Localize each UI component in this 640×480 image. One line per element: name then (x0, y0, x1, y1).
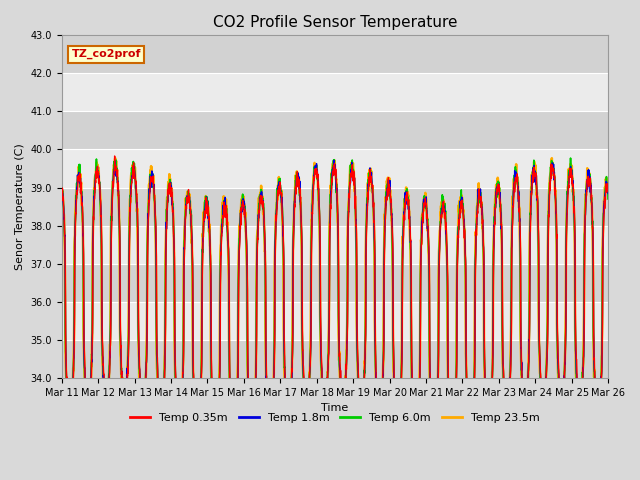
Temp 0.35m (447, 438, 455, 444)
Temp 1.8m (58, 192, 66, 198)
Temp 23.5m (604, 184, 612, 190)
Line: Temp 1.8m: Temp 1.8m (62, 160, 608, 442)
Temp 1.8m (351, 189, 359, 194)
Temp 23.5m (363, 207, 371, 213)
Temp 0.35m (572, 310, 579, 315)
Temp 23.5m (449, 442, 457, 447)
Temp 23.5m (556, 393, 564, 399)
Temp 6.0m (572, 331, 579, 336)
Temp 1.8m (604, 191, 612, 196)
Temp 23.5m (351, 184, 358, 190)
Bar (62, 340, 608, 378)
Temp 0.35m (604, 185, 612, 191)
Temp 6.0m (431, 441, 438, 446)
Temp 1.8m (230, 439, 237, 445)
Line: Temp 23.5m: Temp 23.5m (62, 158, 608, 444)
Temp 0.35m (211, 421, 218, 427)
Temp 1.8m (363, 207, 371, 213)
Y-axis label: Senor Temperature (C): Senor Temperature (C) (15, 143, 25, 270)
Temp 23.5m (572, 337, 579, 343)
Bar (62, 111, 608, 149)
Bar (62, 36, 608, 73)
Line: Temp 0.35m: Temp 0.35m (62, 156, 608, 441)
Temp 1.8m (211, 423, 218, 429)
Bar (62, 188, 608, 226)
Temp 6.0m (58, 188, 66, 194)
Temp 1.8m (330, 157, 338, 163)
Temp 6.0m (211, 431, 218, 437)
Temp 0.35m (351, 183, 358, 189)
Temp 6.0m (362, 219, 370, 225)
Bar (62, 264, 608, 302)
Temp 6.0m (604, 196, 612, 202)
Legend: Temp 0.35m, Temp 1.8m, Temp 6.0m, Temp 23.5m: Temp 0.35m, Temp 1.8m, Temp 6.0m, Temp 2… (125, 408, 544, 427)
X-axis label: Time: Time (321, 403, 349, 413)
Title: CO2 Profile Sensor Temperature: CO2 Profile Sensor Temperature (212, 15, 457, 30)
Temp 6.0m (494, 192, 502, 197)
Temp 23.5m (494, 176, 502, 182)
Temp 6.0m (351, 179, 358, 185)
Temp 0.35m (363, 221, 371, 227)
Text: TZ_co2prof: TZ_co2prof (72, 49, 141, 60)
Temp 6.0m (566, 155, 574, 161)
Temp 23.5m (211, 425, 218, 431)
Temp 23.5m (111, 155, 119, 161)
Temp 0.35m (556, 386, 564, 392)
Temp 0.35m (111, 153, 118, 159)
Temp 23.5m (58, 189, 66, 195)
Temp 0.35m (494, 189, 502, 194)
Temp 1.8m (494, 187, 502, 192)
Temp 0.35m (58, 185, 66, 191)
Line: Temp 6.0m: Temp 6.0m (62, 158, 608, 444)
Temp 1.8m (556, 387, 564, 393)
Temp 1.8m (572, 323, 579, 329)
Temp 6.0m (556, 394, 564, 399)
